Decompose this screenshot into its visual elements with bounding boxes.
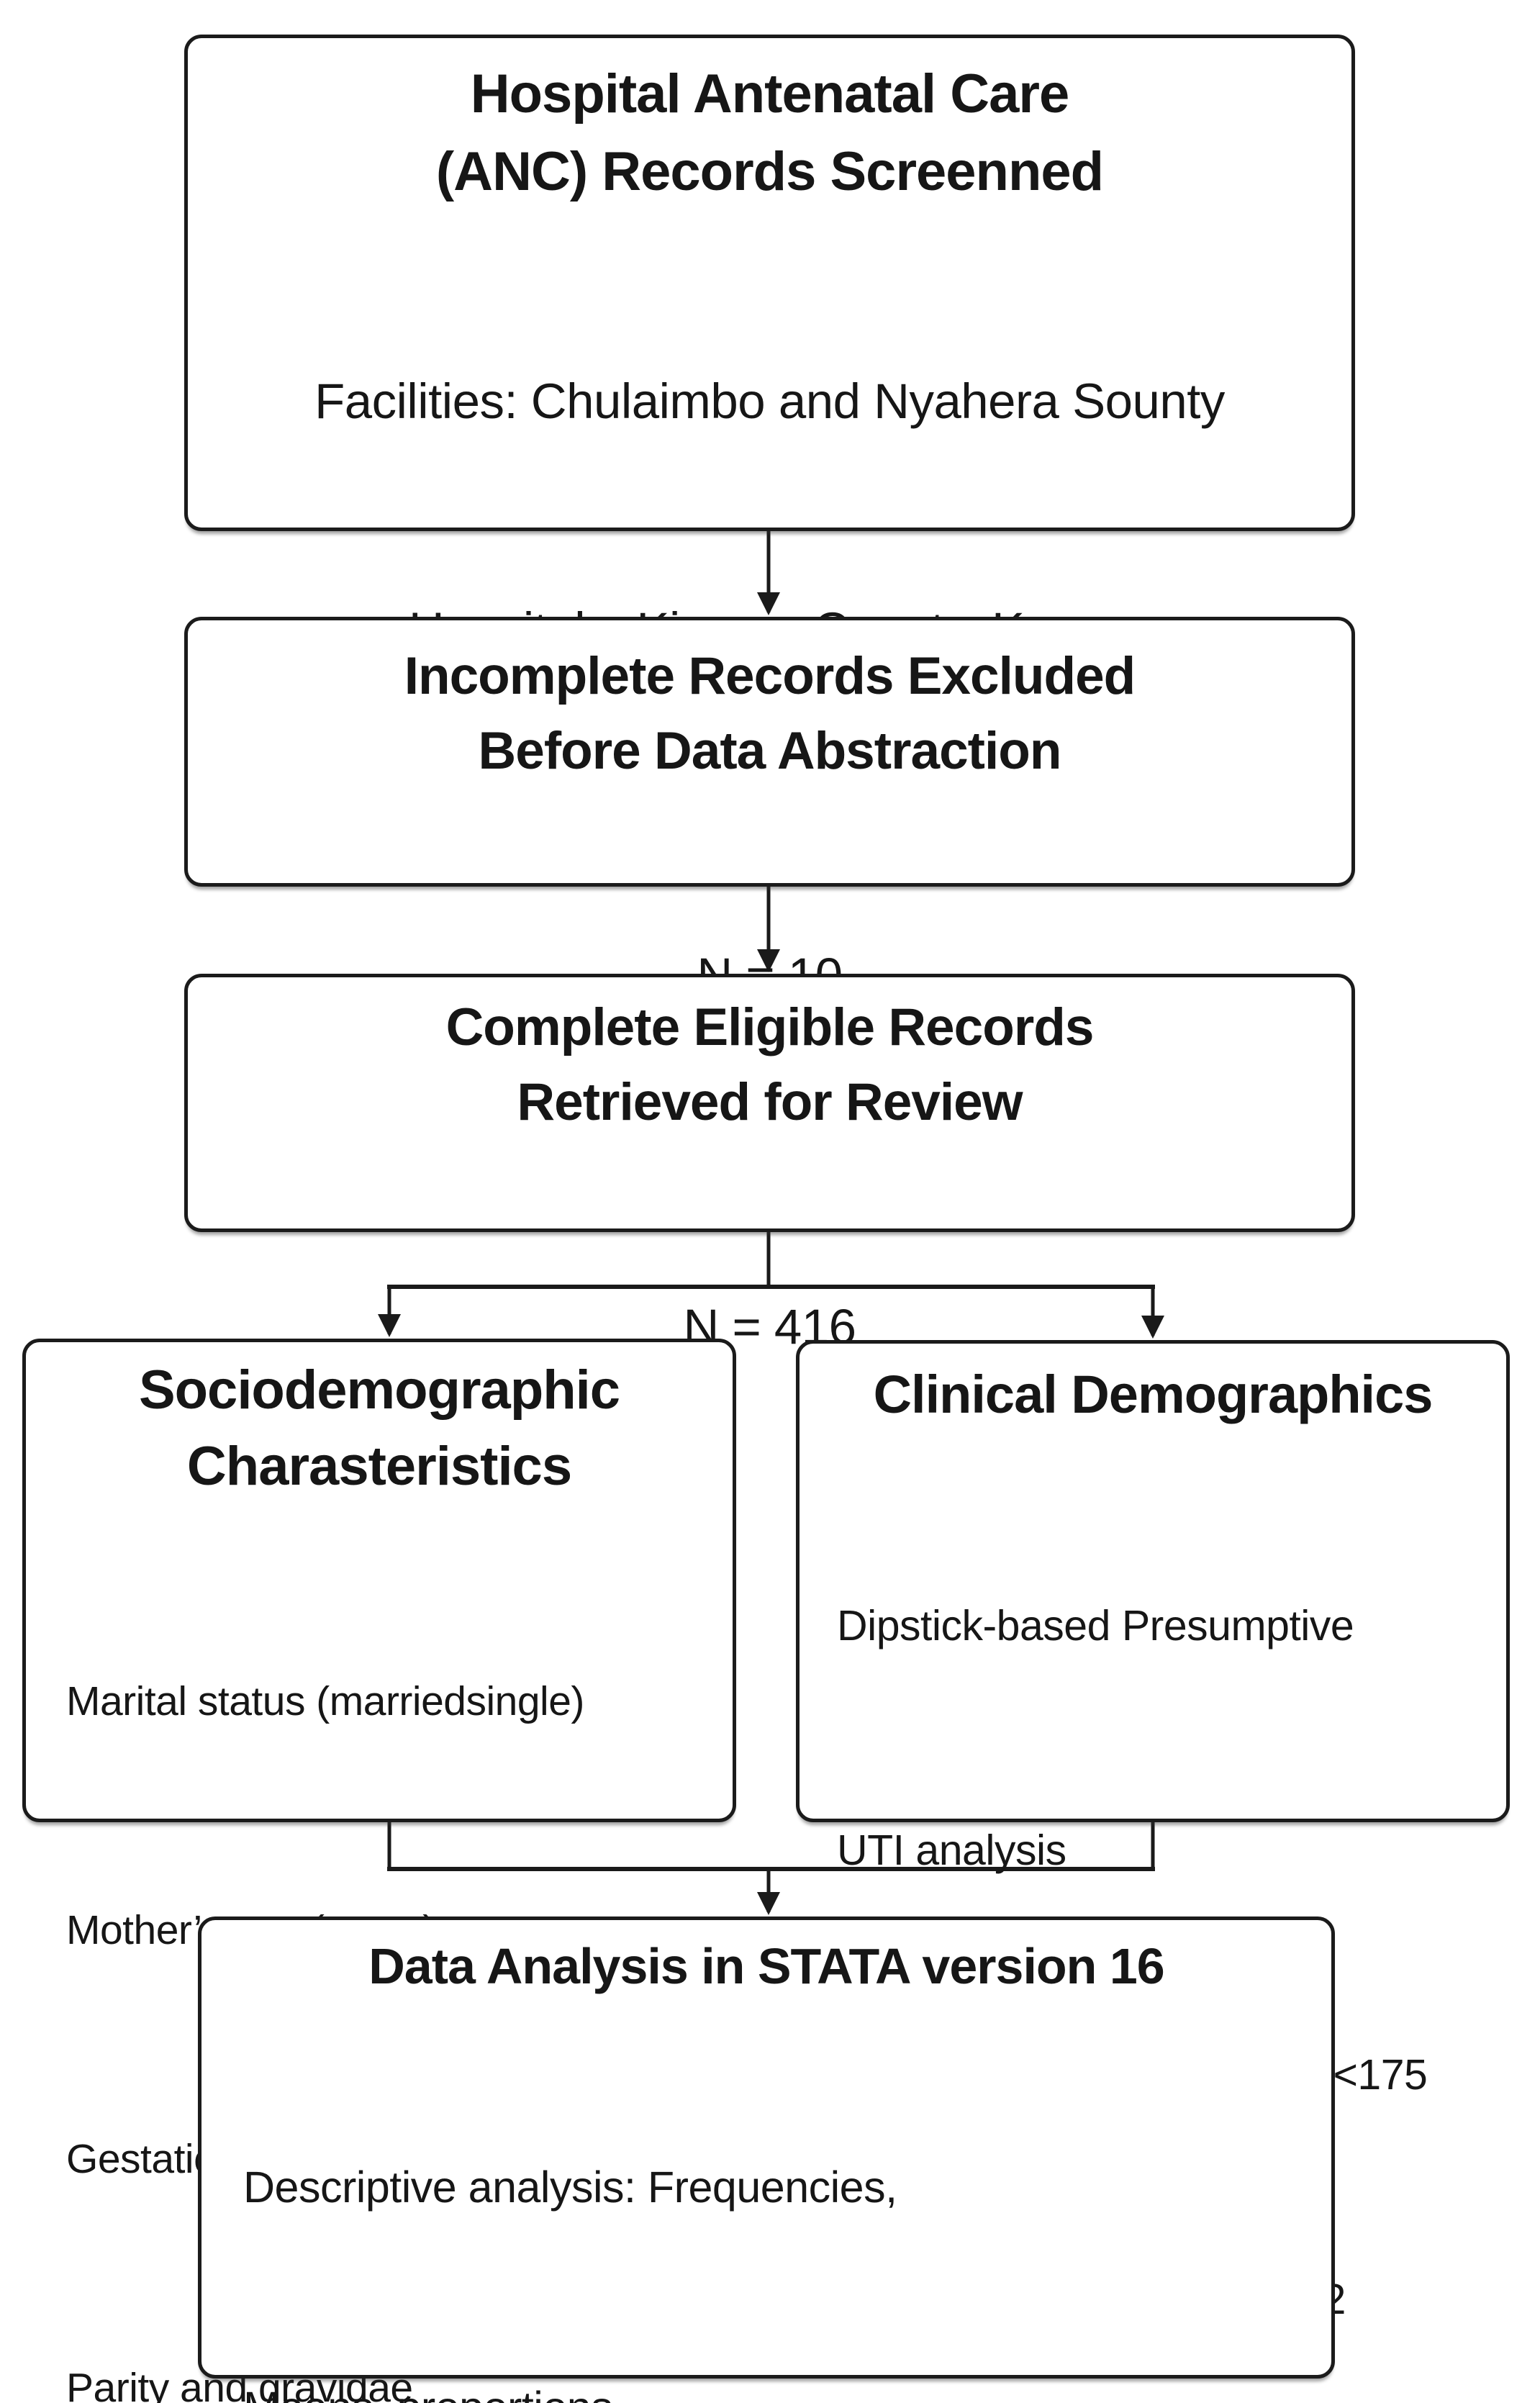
box-incomplete-records-excluded-title: Incomplete Records Excluded Before Data … <box>188 639 1351 789</box>
box-sociodemographic-characteristics: Sociodemographic Charasteristics Marital… <box>22 1339 736 2403</box>
box-incomplete-records-excluded: Incomplete Records Excluded Before Data … <box>184 617 1355 1003</box>
text-line: Sociodemographic <box>138 1359 620 1421</box>
box-clinical-demographics: Clinical Demographics Dipstick-based Pre… <box>796 1340 1510 2323</box>
text-line: Descriptive analysis: Frequencies, <box>243 2163 897 2212</box>
text-line: Data Analysis in STATA version 16 <box>368 1938 1165 1994</box>
text-line: (ANC) Records Screenned <box>435 141 1104 202</box>
box-data-analysis-title: Data Analysis in STATA version 16 <box>230 1929 1303 2004</box>
text-line: Clinical Demographics <box>873 1365 1433 1424</box>
box-data-analysis-body: Descriptive analysis: Frequencies, Means… <box>230 2004 1303 2403</box>
text-line: Complete Eligible Records <box>445 998 1095 1056</box>
text-line: Marital status (marriedsingle) <box>66 1678 584 1724</box>
text-line: Charasteristics <box>186 1436 572 1497</box>
box-clinical-demographics-title: Clinical Demographics <box>817 1355 1489 1434</box>
box-data-analysis: Data Analysis in STATA version 16 Descri… <box>198 1916 1335 2403</box>
box-sociodemographic-characteristics-title: Sociodemographic Charasteristics <box>45 1352 714 1505</box>
text-line: Dipstick-based Presumptive <box>837 1602 1354 1649</box>
box-anc-records-screened-title: Hospital Antenatal Care (ANC) Records Sc… <box>188 55 1351 211</box>
text-line: Retrieved for Review <box>517 1073 1023 1131</box>
text-line: Incomplete Records Excluded <box>404 647 1136 705</box>
text-line: Before Data Abstraction <box>478 722 1062 780</box>
text-line: Means, proportions <box>243 2371 1303 2403</box>
text-line: UTI analysis <box>837 1827 1066 1874</box>
box-complete-eligible-records-title: Complete Eligible Records Retrieved for … <box>188 990 1351 1140</box>
box-complete-eligible-records: Complete Eligible Records Retrieved for … <box>184 974 1355 1354</box>
text-line: Facilities: Chulaimbo and Nyahera Sounty <box>314 374 1225 429</box>
box-anc-records-screened: Hospital Antenatal Care (ANC) Records Sc… <box>184 35 1355 1115</box>
text-line: Hospital Antenatal Care <box>470 63 1069 125</box>
